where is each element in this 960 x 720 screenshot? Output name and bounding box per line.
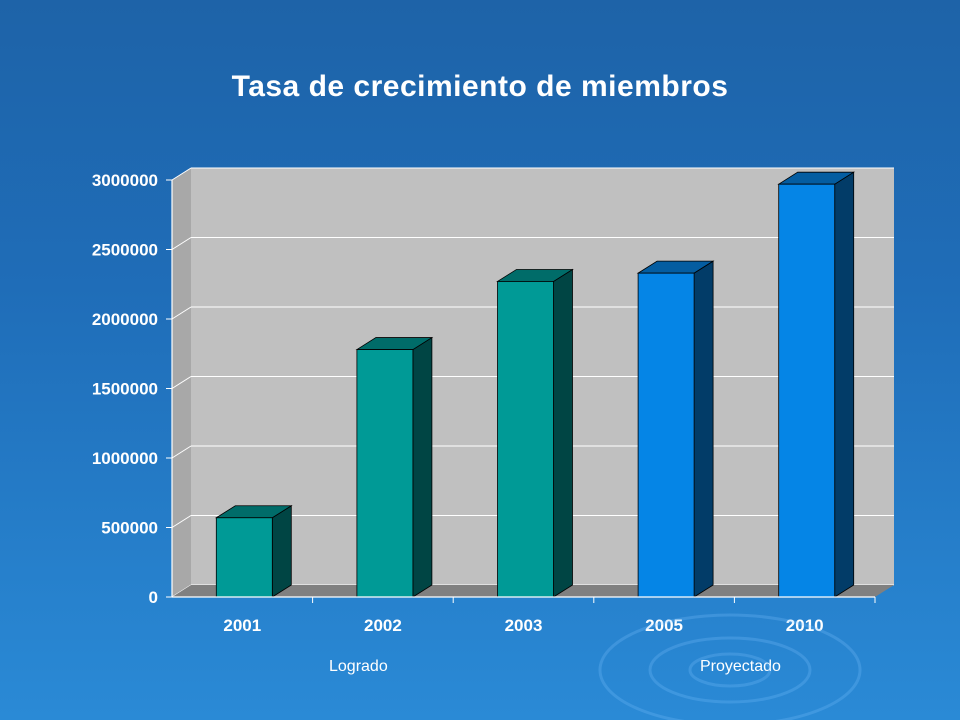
x-tick-label: 2003 (505, 616, 543, 635)
gridline-side (171, 237, 192, 250)
bar (356, 349, 414, 598)
bar (497, 281, 554, 598)
x-tick-label: 2005 (645, 616, 683, 635)
bar-side (553, 268, 573, 598)
gridline-side (171, 306, 192, 320)
y-tick-label: 2500000 (92, 241, 158, 260)
gridline-side (171, 376, 192, 389)
achieved-label: Logrado (329, 658, 388, 675)
y-tick-label: 2000000 (92, 310, 158, 329)
bar (778, 183, 836, 598)
x-tick-label: 2010 (786, 616, 824, 635)
bar-side (693, 260, 714, 598)
bar (637, 272, 695, 598)
bar (215, 517, 273, 598)
bar-side (834, 171, 855, 598)
y-tick-label: 1000000 (92, 449, 158, 468)
x-tick-label: 2001 (223, 616, 261, 635)
bar-side (412, 336, 433, 598)
x-tick-label: 2002 (364, 616, 402, 635)
y-tick-label: 0 (149, 588, 158, 607)
gridline-side (171, 515, 192, 528)
y-tick-label: 1500000 (92, 380, 158, 399)
gridline-side (171, 445, 192, 459)
axes: 0 500000 1000000 1500000 2000000 2500000 30000… (92, 171, 876, 635)
projected-label: Proyectado (700, 658, 781, 675)
y-tick-label: 3000000 (92, 171, 158, 190)
gridline-side (171, 167, 192, 181)
y-tick-label: 500000 (101, 519, 158, 538)
bars (214, 171, 856, 598)
chart-title: Tasa de crecimiento de miembros (231, 70, 729, 103)
bar-side (271, 505, 292, 598)
